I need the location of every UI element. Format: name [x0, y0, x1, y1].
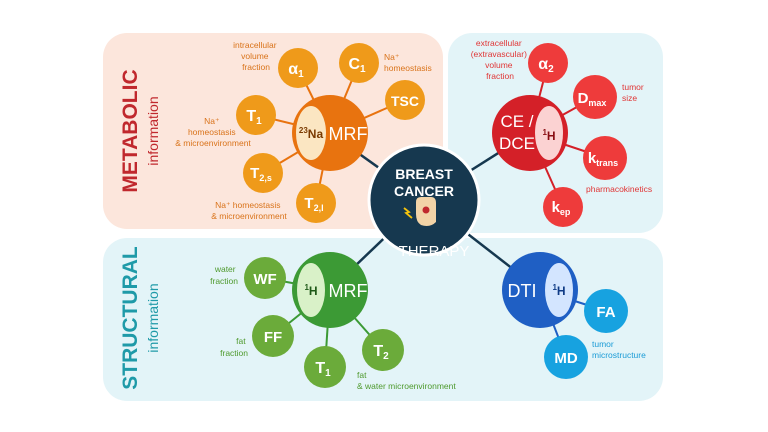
- svg-text:FF: FF: [264, 329, 282, 346]
- dti-nucleus: 1H: [552, 283, 565, 298]
- ce-dce-nucleus-badge: [535, 106, 563, 160]
- sat-wf: WF: [244, 257, 286, 299]
- annotation-alpha2: extracellular (extravascular) volume fra…: [471, 38, 530, 81]
- svg-text:WF: WF: [253, 271, 276, 288]
- svg-text:α2: α2: [538, 56, 554, 75]
- svg-text:α1: α1: [288, 61, 304, 80]
- svg-text:kep: kep: [552, 199, 571, 217]
- sat-dmax: Dmax: [573, 75, 617, 119]
- ce-dce-nucleus: 1H: [542, 128, 555, 143]
- sat-kep: kep: [543, 187, 583, 227]
- annotation-c1: Na⁺ homeostasis: [384, 52, 432, 73]
- metabolic-title: METABOLIC: [119, 69, 142, 192]
- sat-ff: FF: [252, 315, 294, 357]
- svg-text:MD: MD: [554, 350, 577, 367]
- sat-c1: C1: [339, 43, 379, 83]
- annotation-fat-water: fat & water microenvironment: [357, 370, 456, 391]
- svg-text:C1: C1: [348, 56, 366, 75]
- svg-text:Dmax: Dmax: [578, 90, 607, 108]
- annotation-alpha1: intracellular volume fraction: [233, 40, 279, 72]
- sat-t1-h: T1: [304, 346, 346, 388]
- sat-ktrans: ktrans: [583, 136, 627, 180]
- annotation-kinetics: pharmacokinetics: [586, 184, 652, 194]
- sat-md: MD: [544, 335, 588, 379]
- svg-text:TSC: TSC: [391, 93, 419, 109]
- h-mrf-nucleus-badge: [297, 263, 325, 317]
- annotation-t1-na: Na⁺ homeostasis & microenvironment: [175, 116, 251, 148]
- structural-subtitle: information: [145, 283, 161, 352]
- svg-text:T1: T1: [246, 108, 262, 127]
- na-mrf-label: MRF: [329, 124, 368, 144]
- annotation-wf: water fraction: [210, 264, 238, 286]
- na-mrf-nucleus: 23Na: [299, 126, 324, 141]
- sat-t2-h: T2: [362, 329, 404, 371]
- metabolic-subtitle: information: [145, 96, 161, 165]
- sat-t1-na: T1: [236, 95, 276, 135]
- svg-text:T2: T2: [373, 343, 389, 362]
- annotation-dmax: tumor size: [622, 82, 646, 103]
- sat-alpha1: α1: [278, 48, 318, 88]
- center-line2: CANCER: [394, 183, 454, 199]
- structural-panel: [103, 238, 663, 401]
- annotation-micro: tumor microstructure: [592, 339, 646, 360]
- ce-dce-line2: DCE: [499, 134, 535, 153]
- sat-fa: FA: [584, 289, 628, 333]
- dti-label: DTI: [508, 281, 537, 301]
- dti-nucleus-badge: [545, 263, 573, 317]
- sat-t2l: T2,l: [296, 183, 336, 223]
- svg-text:T2,l: T2,l: [304, 195, 323, 213]
- svg-text:ktrans: ktrans: [588, 150, 618, 168]
- annotation-ff: fat fraction: [220, 336, 248, 358]
- svg-text:T2,s: T2,s: [250, 165, 272, 183]
- annotation-t2: Na⁺ homeostasis & microenvironment: [211, 200, 287, 221]
- structural-title: STRUCTURAL: [119, 246, 142, 390]
- svg-text:FA: FA: [596, 304, 615, 321]
- sat-tsc: TSC: [385, 80, 425, 120]
- center-line3: THERAPY: [399, 243, 470, 260]
- ce-dce-line1: CE /: [500, 112, 533, 131]
- sat-alpha2: α2: [528, 43, 568, 83]
- h-mrf-nucleus: 1H: [304, 283, 317, 298]
- center-line1: BREAST: [395, 166, 453, 182]
- na-mrf-nucleus-badge: [296, 106, 326, 160]
- svg-text:T1: T1: [315, 360, 331, 379]
- sat-t2s: T2,s: [243, 153, 283, 193]
- h-mrf-label: MRF: [329, 281, 368, 301]
- breast-cancer-therapy-icon: [403, 197, 436, 226]
